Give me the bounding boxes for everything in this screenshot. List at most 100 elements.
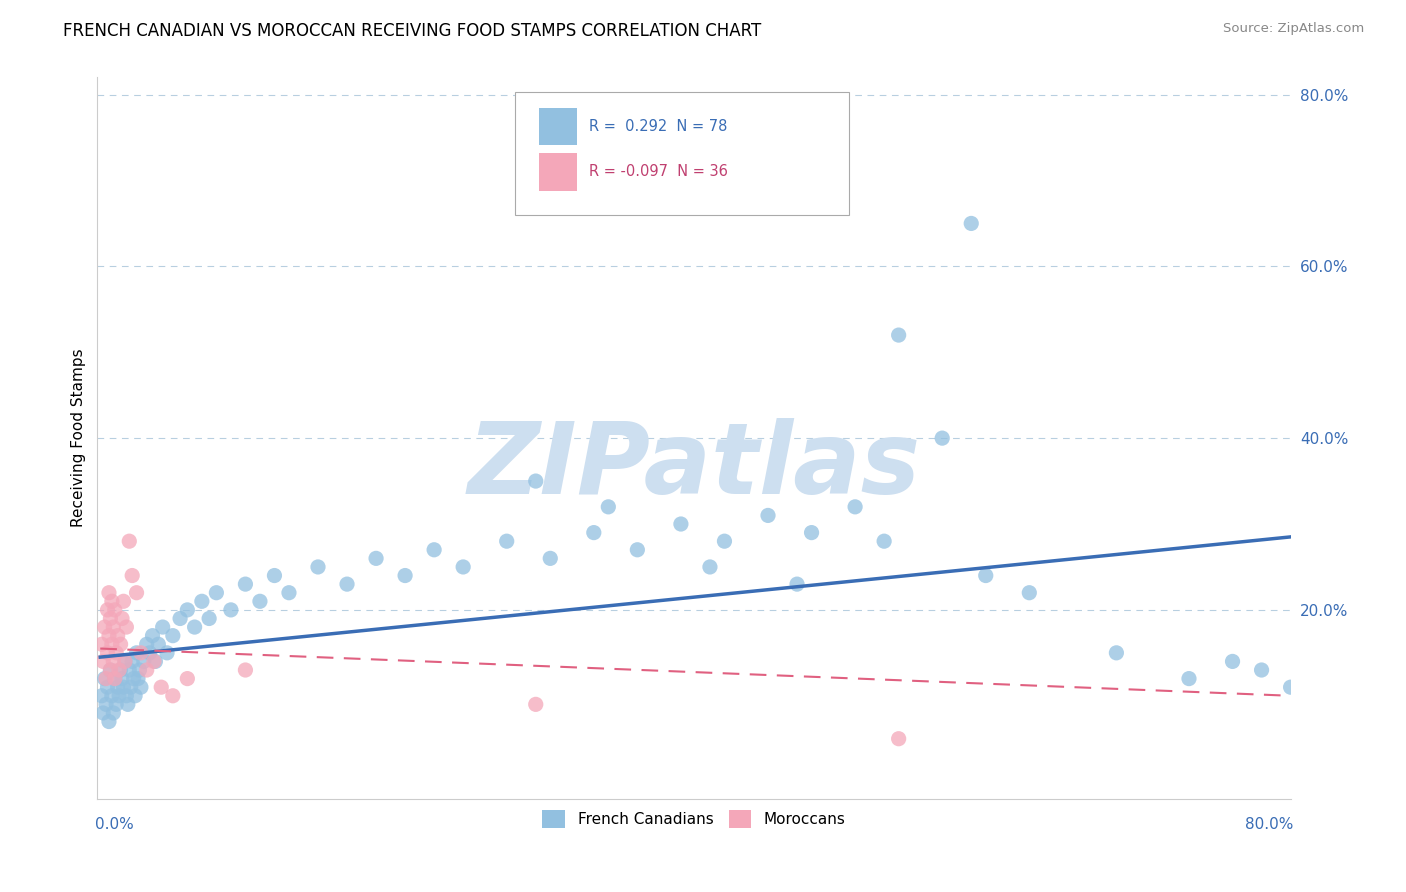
Point <box>112 680 135 694</box>
Point <box>931 431 953 445</box>
Point <box>669 516 692 531</box>
Point <box>191 594 214 608</box>
Point <box>394 568 416 582</box>
Point <box>887 731 910 746</box>
Point <box>183 620 205 634</box>
Text: R =  0.292  N = 78: R = 0.292 N = 78 <box>589 119 727 134</box>
Point <box>100 663 122 677</box>
Point <box>101 637 124 651</box>
Point <box>100 611 122 625</box>
Point <box>104 603 127 617</box>
Point <box>307 560 329 574</box>
Point <box>90 637 112 651</box>
Point <box>96 680 118 694</box>
Point <box>800 525 823 540</box>
Point <box>114 655 136 669</box>
Point <box>1178 672 1201 686</box>
Point <box>162 629 184 643</box>
Point <box>111 672 134 686</box>
Point <box>129 680 152 694</box>
Point <box>786 577 808 591</box>
Point <box>100 663 122 677</box>
Point <box>108 689 131 703</box>
Point <box>451 560 474 574</box>
Point <box>278 585 301 599</box>
Point <box>598 500 620 514</box>
Point <box>960 216 983 230</box>
Point <box>713 534 735 549</box>
FancyBboxPatch shape <box>538 153 576 191</box>
Point <box>1250 663 1272 677</box>
Point <box>111 611 134 625</box>
Point <box>162 689 184 703</box>
Point <box>96 646 118 660</box>
Point <box>129 646 152 660</box>
Point <box>97 714 120 729</box>
Point <box>104 672 127 686</box>
Point <box>132 655 155 669</box>
Point <box>524 698 547 712</box>
Point <box>124 689 146 703</box>
Point <box>97 585 120 599</box>
Point <box>143 655 166 669</box>
Point <box>122 672 145 686</box>
Point <box>538 551 561 566</box>
Point <box>117 698 139 712</box>
Point <box>115 689 138 703</box>
FancyBboxPatch shape <box>538 108 576 145</box>
Point <box>974 568 997 582</box>
Point <box>1222 655 1244 669</box>
FancyBboxPatch shape <box>515 92 849 214</box>
Point <box>103 620 125 634</box>
Point <box>135 637 157 651</box>
Point <box>93 620 115 634</box>
Point <box>110 637 132 651</box>
Point <box>364 551 387 566</box>
Point <box>114 655 136 669</box>
Y-axis label: Receiving Food Stamps: Receiving Food Stamps <box>72 349 86 527</box>
Point <box>138 646 160 660</box>
Point <box>176 603 198 617</box>
Point <box>1279 680 1302 694</box>
Point <box>756 508 779 523</box>
Point <box>169 611 191 625</box>
Point <box>141 629 163 643</box>
Point <box>107 629 129 643</box>
Point <box>91 655 114 669</box>
Point <box>152 620 174 634</box>
Point <box>128 663 150 677</box>
Point <box>91 706 114 720</box>
Text: ZIPatlas: ZIPatlas <box>467 418 921 516</box>
Point <box>118 663 141 677</box>
Text: Source: ZipAtlas.com: Source: ZipAtlas.com <box>1223 22 1364 36</box>
Point <box>90 689 112 703</box>
Point <box>145 655 167 669</box>
Point <box>93 672 115 686</box>
Point <box>873 534 896 549</box>
Point <box>105 646 128 660</box>
Text: 80.0%: 80.0% <box>1244 817 1294 832</box>
Text: 0.0%: 0.0% <box>96 817 134 832</box>
Point <box>1018 585 1040 599</box>
Point <box>125 646 148 660</box>
Point <box>582 525 605 540</box>
Point <box>101 689 124 703</box>
Point <box>112 594 135 608</box>
Point <box>626 542 648 557</box>
Point <box>120 680 142 694</box>
Point <box>127 672 149 686</box>
Point <box>108 663 131 677</box>
Point <box>148 637 170 651</box>
Point <box>205 585 228 599</box>
Point <box>524 474 547 488</box>
Point <box>150 680 173 694</box>
Point <box>96 603 118 617</box>
Point <box>110 663 132 677</box>
Point <box>121 655 143 669</box>
Text: FRENCH CANADIAN VS MOROCCAN RECEIVING FOOD STAMPS CORRELATION CHART: FRENCH CANADIAN VS MOROCCAN RECEIVING FO… <box>63 22 762 40</box>
Point <box>107 680 129 694</box>
Point <box>263 568 285 582</box>
Point <box>198 611 221 625</box>
Point <box>118 534 141 549</box>
Point <box>844 500 866 514</box>
